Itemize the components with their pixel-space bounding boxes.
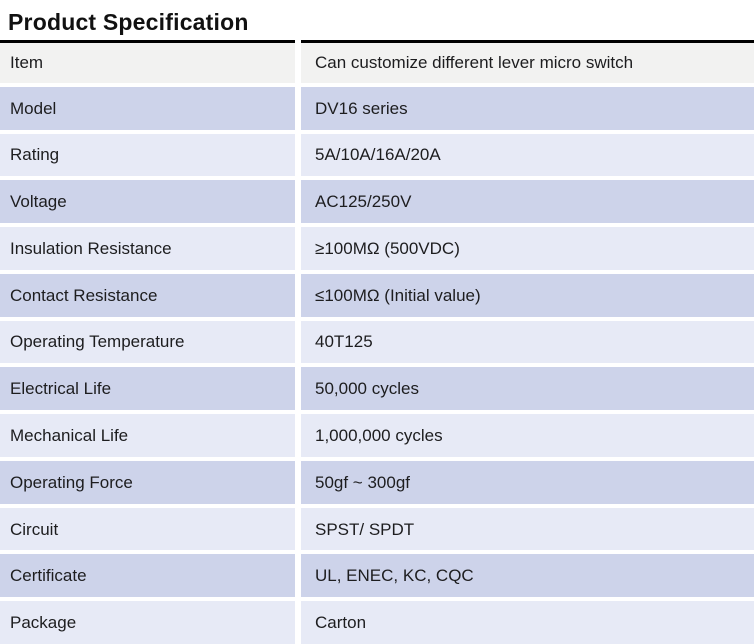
spec-label-package: Package (0, 601, 295, 644)
spec-value-mechanical-life: 1,000,000 cycles (301, 414, 754, 457)
spec-value-contact-resistance: ≤100MΩ (Initial value) (301, 273, 754, 317)
spec-label-mechanical-life: Mechanical Life (0, 414, 295, 457)
spec-label-electrical-life: Electrical Life (0, 367, 295, 411)
spec-value-certificate: UL, ENEC, KC, CQC (301, 554, 754, 598)
spec-label-operating-force: Operating Force (0, 460, 295, 504)
spec-label-voltage: Voltage (0, 180, 295, 224)
spec-label-operating-temperature: Operating Temperature (0, 320, 295, 364)
spec-label-contact-resistance: Contact Resistance (0, 273, 295, 317)
spec-label-model: Model (0, 86, 295, 130)
spec-value-operating-temperature: 40T125 (301, 320, 754, 364)
spec-label-rating: Rating (0, 133, 295, 177)
spec-label-circuit: Circuit (0, 507, 295, 551)
spec-value-voltage: AC125/250V (301, 180, 754, 224)
spec-value-electrical-life: 50,000 cycles (301, 367, 754, 411)
spec-table: Item Can customize different lever micro… (0, 40, 754, 644)
spec-label-item: Item (0, 40, 295, 83)
spec-value-insulation-resistance: ≥100MΩ (500VDC) (301, 227, 754, 270)
spec-value-rating: 5A/10A/16A/20A (301, 133, 754, 177)
spec-value-package: Carton (301, 601, 754, 644)
spec-label-insulation-resistance: Insulation Resistance (0, 227, 295, 270)
page-title: Product Specification (8, 9, 249, 35)
spec-value-circuit: SPST/ SPDT (301, 507, 754, 551)
spec-value-model: DV16 series (301, 86, 754, 130)
spec-value-item: Can customize different lever micro swit… (301, 40, 754, 83)
spec-value-operating-force: 50gf ~ 300gf (301, 460, 754, 504)
spec-label-certificate: Certificate (0, 554, 295, 598)
